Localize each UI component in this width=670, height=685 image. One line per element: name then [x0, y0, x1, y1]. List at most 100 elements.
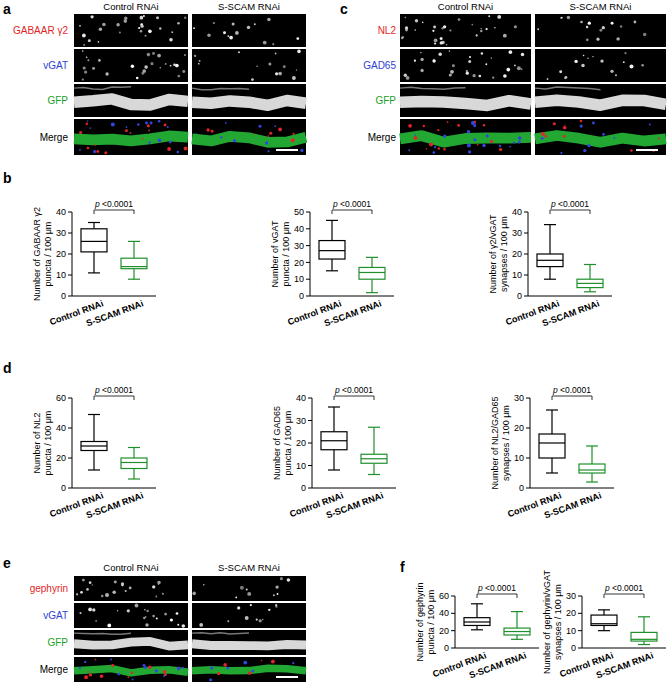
- punctum: [469, 56, 471, 58]
- row-label: vGAT: [43, 60, 68, 71]
- punctum: [148, 141, 150, 143]
- punctum: [467, 130, 470, 133]
- punctum: [114, 581, 117, 584]
- box: [361, 454, 387, 463]
- column-header: S-SCAM RNAi: [218, 1, 280, 12]
- y-tick: [306, 228, 310, 229]
- punctum: [580, 21, 583, 24]
- punctum: [277, 593, 279, 595]
- punctum: [156, 16, 159, 19]
- significance-bracket: [550, 210, 590, 214]
- box: [81, 229, 107, 252]
- punctum: [433, 26, 436, 29]
- y-tick-label: 10: [296, 461, 306, 471]
- punctum: [480, 28, 482, 30]
- punctum: [466, 72, 469, 75]
- punctum: [105, 72, 108, 75]
- punctum: [433, 151, 436, 154]
- box: [81, 442, 107, 451]
- y-tick: [524, 296, 528, 297]
- punctum: [506, 68, 510, 72]
- punctum: [148, 130, 150, 132]
- punctum: [483, 124, 485, 126]
- lower-whisker: [333, 450, 334, 470]
- punctum: [229, 36, 233, 40]
- punctum: [98, 41, 100, 43]
- punctum: [226, 667, 229, 670]
- punctum: [292, 138, 295, 141]
- y-tick: [308, 488, 312, 489]
- micrograph: [74, 657, 188, 682]
- punctum: [583, 55, 585, 57]
- punctum: [170, 618, 173, 621]
- punctum: [268, 609, 270, 611]
- box-chart: 0204060Number of NL2puncta / 100 μmContr…: [32, 385, 156, 520]
- y-tick-label: 40: [296, 393, 306, 403]
- punctum: [467, 144, 471, 148]
- punctum: [86, 123, 89, 126]
- y-tick-label: 20: [566, 608, 576, 618]
- punctum: [300, 149, 303, 152]
- punctum: [129, 587, 132, 590]
- punctum: [119, 32, 121, 34]
- punctum: [499, 145, 501, 147]
- punctum: [458, 124, 461, 127]
- punctum: [213, 22, 215, 24]
- punctum: [84, 70, 87, 73]
- punctum: [274, 125, 276, 127]
- category-label: S-SCAM RNAi: [595, 650, 655, 680]
- median: [121, 462, 147, 463]
- punctum: [429, 142, 433, 146]
- punctum: [135, 604, 139, 608]
- y-tick: [526, 428, 530, 429]
- panel-letter: b: [3, 170, 12, 186]
- image-background: [74, 14, 188, 47]
- punctum: [292, 662, 294, 664]
- punctum: [620, 25, 622, 27]
- punctum: [227, 620, 229, 622]
- punctum: [405, 17, 406, 18]
- punctum: [248, 672, 251, 675]
- y-axis-label: puncta / 100 μm: [281, 222, 291, 287]
- upper-whisker: [93, 223, 94, 229]
- y-tick: [578, 630, 582, 631]
- punctum: [83, 66, 86, 69]
- punctum: [268, 135, 270, 137]
- punctum: [148, 666, 151, 669]
- y-tick-label: 10: [566, 626, 576, 636]
- y-tick-label: 30: [512, 228, 522, 238]
- punctum: [177, 624, 179, 626]
- box-chart: 010203040Number of GAD65puncta / 100 μmC…: [272, 385, 396, 520]
- column-header: S-SCAM RNAi: [570, 1, 632, 12]
- image-background: [192, 119, 306, 155]
- punctum: [198, 63, 200, 65]
- marks: [319, 220, 385, 292]
- punctum: [514, 64, 516, 66]
- significance-bracket: [94, 396, 134, 400]
- punctum: [497, 15, 501, 19]
- punctum: [580, 120, 583, 123]
- punctum: [79, 25, 81, 27]
- punctum: [245, 616, 249, 620]
- dendrite: [535, 136, 666, 143]
- punctum: [468, 150, 471, 153]
- y-tick: [68, 488, 72, 489]
- y-axis: [530, 398, 531, 488]
- y-tick: [451, 613, 455, 614]
- punctum: [110, 659, 112, 661]
- whisker-cap: [584, 264, 596, 265]
- panel-letter: e: [3, 555, 11, 571]
- punctum: [560, 152, 562, 154]
- punctum: [563, 135, 566, 138]
- punctum: [144, 609, 145, 610]
- punctum: [449, 73, 452, 76]
- punctum: [408, 124, 412, 128]
- punctum: [79, 149, 81, 151]
- micrograph: [400, 84, 531, 117]
- y-tick: [306, 212, 310, 213]
- whisker-cap: [471, 629, 483, 630]
- punctum: [155, 669, 158, 672]
- p-text: <0.0001: [483, 583, 517, 593]
- y-tick-label: 0: [444, 643, 449, 653]
- punctum: [101, 595, 104, 598]
